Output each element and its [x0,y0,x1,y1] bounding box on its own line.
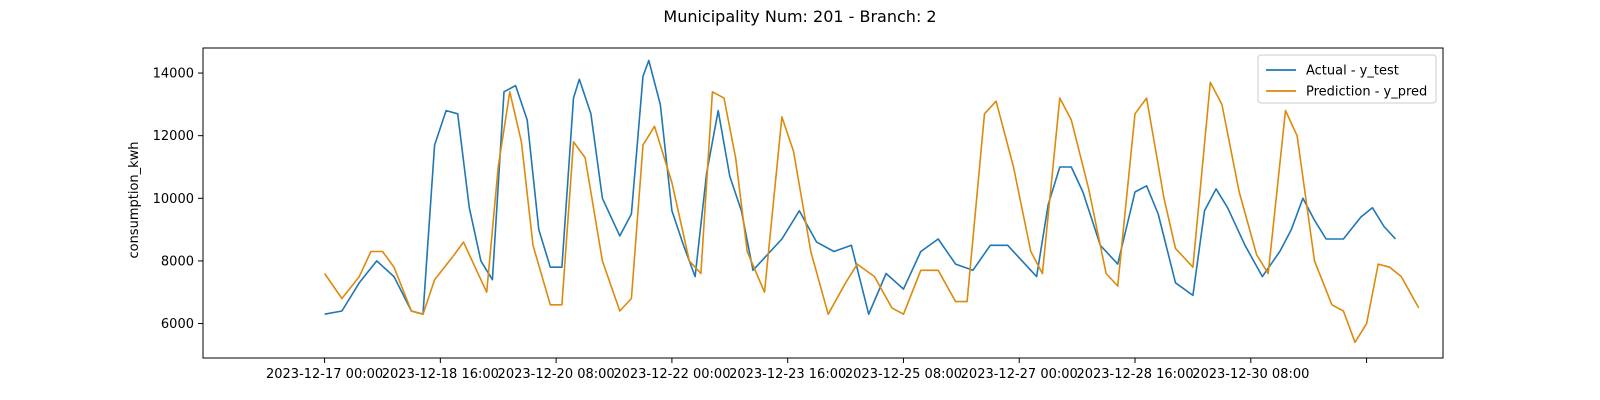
legend-box [1257,54,1437,104]
y-tick-label: 14000 [153,67,194,82]
plot-frame [202,47,1444,359]
x-tick-label: 2023-12-27 00:00 [961,367,1078,382]
y-axis-label: consumption_kwh [127,141,142,258]
legend-label: Prediction - y_pred [1306,85,1427,100]
x-tick-label: 2023-12-25 08:00 [845,367,962,382]
plot-area [323,59,1420,344]
x-tick-label: 2023-12-20 08:00 [498,367,615,382]
series-line-0 [324,59,1397,315]
chart-title: Municipality Num: 201 - Branch: 2 [663,7,936,26]
x-tick-label: 2023-12-22 00:00 [613,367,730,382]
x-tick-label: 2023-12-17 00:00 [266,367,383,382]
y-axis: 6000 8000 10000 12000 14000 [153,67,203,332]
y-tick-label: 6000 [161,317,194,332]
legend-label: Actual - y_test [1306,64,1399,79]
y-tick-label: 10000 [153,192,194,207]
x-tick-label: 2023-12-28 16:00 [1076,367,1193,382]
x-tick-label: 2023-12-18 16:00 [382,367,499,382]
x-tick-label: 2023-12-23 16:00 [729,367,846,382]
series-line-1 [323,81,1420,344]
legend: Actual - y_test Prediction - y_pred [1257,54,1437,104]
y-tick-label: 12000 [153,129,194,144]
x-tick-label: 2023-12-30 08:00 [1192,367,1309,382]
y-tick-label: 8000 [161,254,194,269]
